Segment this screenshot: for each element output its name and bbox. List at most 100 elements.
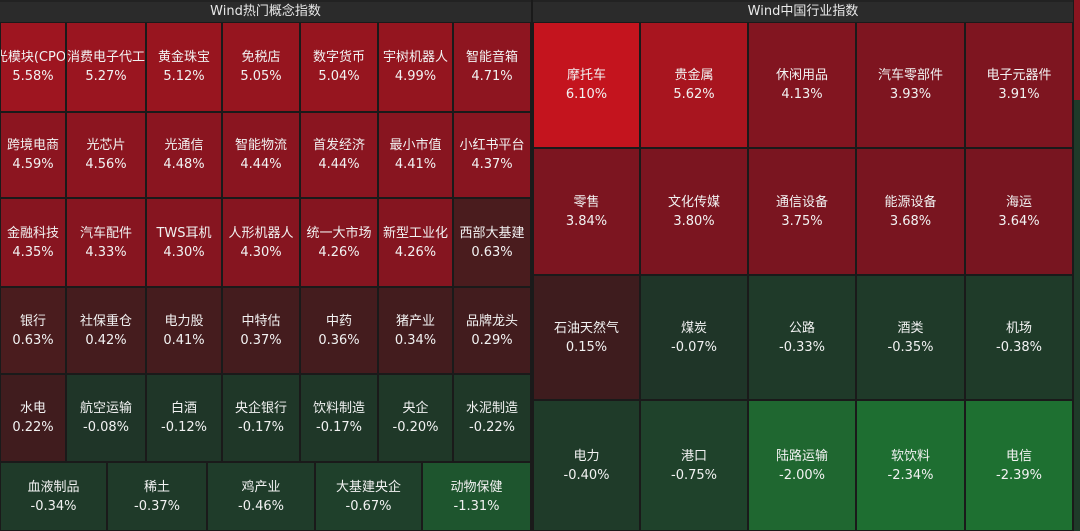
tile-change: -0.34% bbox=[30, 498, 77, 514]
heat-tile[interactable]: 白酒 -0.12% bbox=[146, 374, 222, 462]
tile-name: 电力 bbox=[573, 448, 600, 464]
tile-name: 汽车零部件 bbox=[877, 68, 943, 83]
heat-tile[interactable]: 海运 3.64% bbox=[965, 148, 1073, 275]
heat-tile[interactable]: 稀土 -0.37% bbox=[107, 462, 207, 531]
heat-tile[interactable]: 小红书平台 4.37% bbox=[453, 112, 531, 198]
tile-name: 统一大市场 bbox=[306, 225, 372, 241]
tile-name: 煤炭 bbox=[680, 320, 707, 336]
heat-tile[interactable]: 中特估 0.37% bbox=[222, 287, 300, 374]
tile-change: -2.00% bbox=[779, 467, 825, 483]
heat-tile[interactable]: 文化传媒 3.80% bbox=[640, 148, 748, 275]
tile-name: 公路 bbox=[788, 320, 815, 336]
tile-name: 猪产业 bbox=[395, 313, 435, 329]
heat-tile[interactable]: 央企 -0.20% bbox=[378, 374, 453, 462]
heat-tile[interactable]: 品牌龙头 0.29% bbox=[453, 287, 531, 374]
heat-tile[interactable]: 人形机器人 4.30% bbox=[222, 198, 300, 287]
heat-tile[interactable]: 社保重仓 0.42% bbox=[66, 287, 146, 374]
heat-tile[interactable]: 软饮料 -2.34% bbox=[856, 400, 965, 531]
tile-change: -0.38% bbox=[996, 339, 1042, 355]
heat-tile[interactable]: 消费电子代工 5.27% bbox=[66, 22, 146, 112]
tile-change: 3.80% bbox=[673, 213, 715, 229]
tile-name: 央企 bbox=[402, 401, 429, 416]
tile-name: 零售 bbox=[573, 194, 600, 210]
tile-change: 4.71% bbox=[471, 69, 513, 84]
tile-change: -0.20% bbox=[392, 420, 439, 435]
heat-tile[interactable]: 贵金属 5.62% bbox=[640, 22, 748, 148]
heat-tile[interactable]: 公路 -0.33% bbox=[748, 275, 856, 400]
heat-tile[interactable]: 电子元器件 3.91% bbox=[965, 22, 1073, 148]
heat-tile[interactable]: 跨境电商 4.59% bbox=[0, 112, 66, 198]
heat-tile[interactable]: 电信 -2.39% bbox=[965, 400, 1073, 531]
heat-tile[interactable]: 能源设备 3.68% bbox=[856, 148, 965, 275]
heat-tile[interactable]: 最小市值 4.41% bbox=[378, 112, 453, 198]
heat-tile[interactable]: 智能物流 4.44% bbox=[222, 112, 300, 198]
heat-tile[interactable]: 鸡产业 -0.46% bbox=[207, 462, 315, 531]
tile-name: 中药 bbox=[325, 313, 352, 329]
heat-tile[interactable]: 动物保健 -1.31% bbox=[422, 462, 531, 531]
heat-tile[interactable]: 零售 3.84% bbox=[533, 148, 640, 275]
tile-change: -0.17% bbox=[316, 420, 362, 435]
heat-tile[interactable]: 中药 0.36% bbox=[300, 287, 378, 374]
tile-change: 3.84% bbox=[565, 213, 608, 229]
tile-name: 消费电子代工 bbox=[67, 50, 146, 65]
heat-tile[interactable]: 黄金珠宝 5.12% bbox=[146, 22, 222, 112]
tile-change: 5.12% bbox=[163, 69, 205, 84]
tile-change: 6.10% bbox=[565, 87, 608, 102]
heat-tile[interactable]: TWS耳机 4.30% bbox=[146, 198, 222, 287]
heat-tile[interactable]: 通信设备 3.75% bbox=[748, 148, 856, 275]
tile-change: -0.40% bbox=[563, 467, 610, 483]
heat-tile[interactable]: 血液制品 -0.34% bbox=[0, 462, 107, 531]
tile-name: 港口 bbox=[680, 448, 707, 464]
heat-tile[interactable]: 水电 0.22% bbox=[0, 374, 66, 462]
tile-name: 摩托车 bbox=[566, 68, 606, 83]
heat-tile[interactable]: 大基建央企 -0.67% bbox=[315, 462, 422, 531]
tile-change: -0.07% bbox=[671, 339, 717, 355]
heat-tile[interactable]: 智能音箱 4.71% bbox=[453, 22, 531, 112]
heat-tile[interactable]: 水泥制造 -0.22% bbox=[453, 374, 531, 462]
heat-tile[interactable]: 光通信 4.48% bbox=[146, 112, 222, 198]
heat-tile[interactable]: 金融科技 4.35% bbox=[0, 198, 66, 287]
heat-tile[interactable]: 陆路运输 -2.00% bbox=[748, 400, 856, 531]
tile-change: -0.33% bbox=[779, 339, 825, 355]
heat-tile[interactable]: 港口 -0.75% bbox=[640, 400, 748, 531]
heat-tile[interactable]: 免税店 5.05% bbox=[222, 22, 300, 112]
tile-change: 4.44% bbox=[240, 157, 282, 172]
tile-change: 5.62% bbox=[673, 87, 715, 102]
heat-tile[interactable]: 光模块(CPO) 5.58% bbox=[0, 22, 66, 112]
heat-tile[interactable]: 酒类 -0.35% bbox=[856, 275, 965, 400]
tile-change: 4.35% bbox=[12, 244, 54, 260]
tile-change: 0.15% bbox=[565, 339, 608, 355]
heat-tile[interactable]: 汽车零部件 3.93% bbox=[856, 22, 965, 148]
heat-tile[interactable]: 猪产业 0.34% bbox=[378, 287, 453, 374]
heat-tile[interactable]: 石油天然气 0.15% bbox=[533, 275, 640, 400]
tile-change: 4.26% bbox=[318, 244, 360, 260]
heat-tile[interactable]: 统一大市场 4.26% bbox=[300, 198, 378, 287]
heat-tile[interactable]: 光芯片 4.56% bbox=[66, 112, 146, 198]
tile-change: 0.36% bbox=[318, 332, 360, 348]
heat-tile[interactable]: 汽车配件 4.33% bbox=[66, 198, 146, 287]
heat-tile[interactable]: 央企银行 -0.17% bbox=[222, 374, 300, 462]
tile-name: 社保重仓 bbox=[79, 313, 132, 329]
heat-tile[interactable]: 电力 -0.40% bbox=[533, 400, 640, 531]
tile-name: 新型工业化 bbox=[382, 225, 448, 241]
tile-name: 银行 bbox=[19, 313, 46, 329]
heat-tile[interactable]: 首发经济 4.44% bbox=[300, 112, 378, 198]
tile-change: 5.58% bbox=[12, 69, 54, 84]
heat-tile[interactable]: 西部大基建 0.63% bbox=[453, 198, 531, 287]
heat-tile[interactable]: 机场 -0.38% bbox=[965, 275, 1073, 400]
heat-tile[interactable]: 摩托车 6.10% bbox=[533, 22, 640, 148]
heat-tile[interactable]: 饮料制造 -0.17% bbox=[300, 374, 378, 462]
tile-change: 4.13% bbox=[781, 87, 823, 102]
heat-tile[interactable]: 电力股 0.41% bbox=[146, 287, 222, 374]
heat-tile[interactable]: 航空运输 -0.08% bbox=[66, 374, 146, 462]
tile-name: 黄金珠宝 bbox=[157, 50, 210, 65]
heat-tile[interactable]: 休闲用品 4.13% bbox=[748, 22, 856, 148]
heat-tile[interactable]: 宇树机器人 4.99% bbox=[378, 22, 453, 112]
tile-change: 4.56% bbox=[85, 157, 127, 172]
heat-tile[interactable]: 数字货币 5.04% bbox=[300, 22, 378, 112]
heat-tile[interactable]: 新型工业化 4.26% bbox=[378, 198, 453, 287]
tile-name: 血液制品 bbox=[27, 479, 80, 495]
heat-tile[interactable]: 煤炭 -0.07% bbox=[640, 275, 748, 400]
heat-tile[interactable]: 银行 0.63% bbox=[0, 287, 66, 374]
tile-change: -0.67% bbox=[345, 498, 392, 514]
